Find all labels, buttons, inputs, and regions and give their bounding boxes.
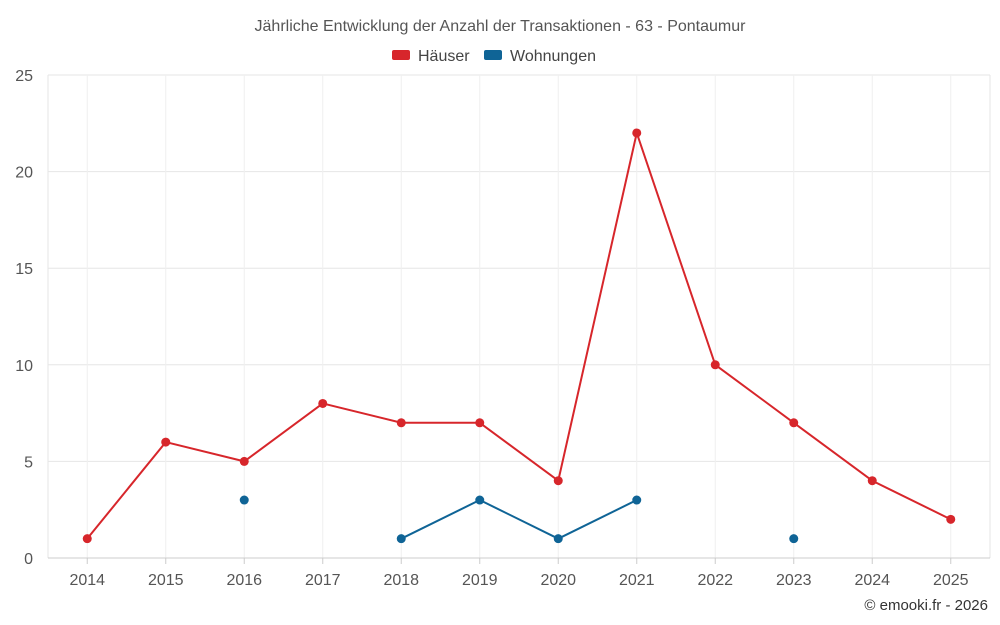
series-line-0 xyxy=(86,131,952,540)
series-layer xyxy=(82,128,956,544)
data-point-1-2016[interactable] xyxy=(239,495,249,505)
x-tick-label-2019: 2019 xyxy=(462,572,498,589)
data-point-1-2021[interactable] xyxy=(632,495,642,505)
data-point-0-2022[interactable] xyxy=(710,360,720,370)
x-tick-label-2016: 2016 xyxy=(226,572,262,589)
y-tick-label-20: 20 xyxy=(15,165,33,182)
x-axis: 2014 2015 2016 2017 2018 2019 2020 2021 2022 2023… xyxy=(48,557,990,589)
y-tick-label-10: 10 xyxy=(15,358,33,375)
data-point-0-2017[interactable] xyxy=(318,398,328,408)
series-0 xyxy=(82,128,956,544)
x-tick-label-2020: 2020 xyxy=(540,572,576,589)
x-tick-label-2025: 2025 xyxy=(933,572,969,589)
x-tick-label-2021: 2021 xyxy=(619,572,655,589)
series-line-1 xyxy=(400,499,638,540)
x-tick-label-2018: 2018 xyxy=(383,572,419,589)
data-point-0-2019[interactable] xyxy=(475,418,485,428)
y-tick-label-15: 15 xyxy=(15,261,33,278)
credit-text: © emooki.fr - 2026 xyxy=(864,597,988,614)
data-point-1-2020[interactable] xyxy=(553,534,563,544)
y-tick-label-0: 0 xyxy=(24,551,33,568)
data-point-0-2015[interactable] xyxy=(161,437,171,447)
legend-label-haeuser: Häuser xyxy=(418,48,470,65)
grid xyxy=(48,74,991,558)
data-point-1-2019[interactable] xyxy=(475,495,485,505)
data-point-0-2021[interactable] xyxy=(632,128,642,138)
x-tick-label-2017: 2017 xyxy=(305,572,341,589)
data-point-0-2020[interactable] xyxy=(553,476,563,486)
data-point-0-2023[interactable] xyxy=(789,418,799,428)
data-point-1-2018[interactable] xyxy=(396,534,406,544)
chart-title: Jährliche Entwicklung der Anzahl der Tra… xyxy=(255,18,747,35)
data-point-1-2023[interactable] xyxy=(789,534,799,544)
x-tick-label-2022: 2022 xyxy=(697,572,733,589)
legend: Häuser Wohnungen xyxy=(392,48,596,65)
x-tick-label-2015: 2015 xyxy=(148,572,184,589)
y-tick-label-5: 5 xyxy=(24,454,33,471)
legend-swatch-haeuser xyxy=(392,50,410,60)
data-point-0-2018[interactable] xyxy=(396,418,406,428)
legend-item-wohnungen[interactable]: Wohnungen xyxy=(484,48,596,65)
data-point-0-2024[interactable] xyxy=(867,476,877,486)
x-tick-label-2014: 2014 xyxy=(69,572,105,589)
legend-swatch-wohnungen xyxy=(484,50,502,60)
legend-label-wohnungen: Wohnungen xyxy=(510,48,596,65)
x-tick-label-2024: 2024 xyxy=(854,572,890,589)
y-tick-label-25: 25 xyxy=(15,68,33,85)
data-point-0-2014[interactable] xyxy=(82,534,92,544)
data-point-0-2016[interactable] xyxy=(239,456,249,466)
data-point-0-2025[interactable] xyxy=(946,514,956,524)
x-tick-label-2023: 2023 xyxy=(776,572,812,589)
legend-item-haeuser[interactable]: Häuser xyxy=(392,48,470,65)
series-1 xyxy=(239,495,799,544)
y-axis: 0 5 10 15 20 25 xyxy=(15,68,49,568)
